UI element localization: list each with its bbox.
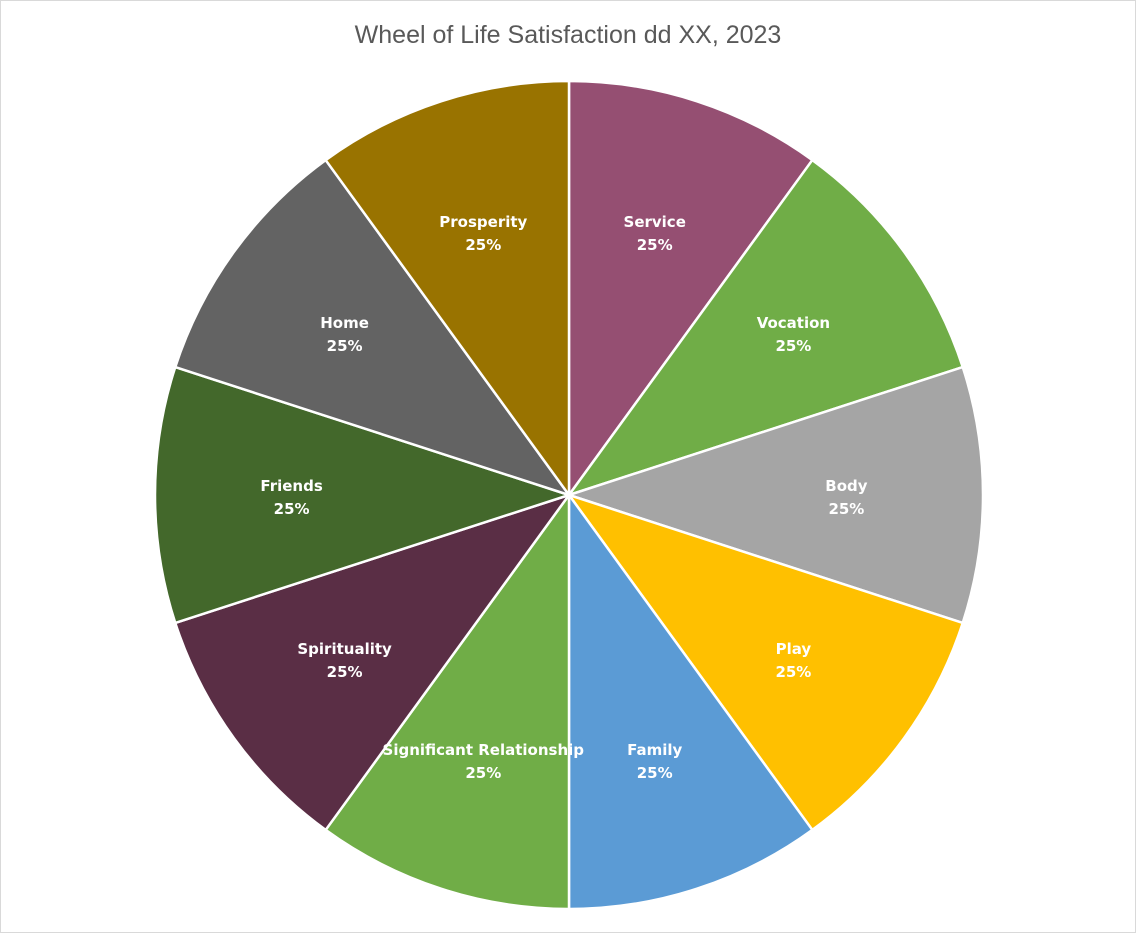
data-label-spirituality: Spirituality 25% — [297, 640, 392, 681]
data-label-prosperity: Prosperity 25% — [439, 213, 527, 254]
data-label-value: 25% — [637, 764, 673, 782]
pie-slice-friends — [153, 365, 571, 625]
pie-slice-spirituality — [174, 493, 571, 832]
data-label-value: 25% — [327, 663, 363, 681]
data-label-category: Vocation — [757, 314, 830, 332]
pie-slice-vocation — [567, 158, 964, 497]
data-label-family: Family 25% — [627, 741, 682, 782]
data-label-body: Body 25% — [825, 477, 867, 518]
data-label-value: 25% — [465, 236, 501, 254]
pie-slices — [153, 79, 985, 911]
data-label-home: Home 25% — [320, 314, 369, 355]
chart-title: Wheel of Life Satisfaction dd XX, 2023 — [354, 21, 782, 49]
pie-slice-family — [567, 493, 814, 911]
data-label-friends: Friends 25% — [260, 477, 322, 518]
data-label-category: Family — [627, 741, 682, 759]
data-label-category: Service — [624, 213, 686, 231]
data-label-category: Body — [825, 477, 867, 495]
data-label-value: 25% — [775, 663, 811, 681]
data-label-category: Prosperity — [439, 213, 527, 231]
pie-slice-significant-relationship — [324, 493, 571, 911]
pie-slice-prosperity — [324, 79, 571, 497]
data-label-category: Play — [776, 640, 812, 658]
data-label-category: Home — [320, 314, 369, 332]
pie-slice-body — [567, 365, 985, 625]
data-label-play: Play 25% — [775, 640, 811, 681]
pie-slice-play — [567, 493, 964, 832]
data-label-category: Spirituality — [297, 640, 392, 658]
data-label-value: 25% — [327, 337, 363, 355]
data-label-category: Friends — [260, 477, 322, 495]
data-label-value: 25% — [465, 764, 501, 782]
data-label-value: 25% — [775, 337, 811, 355]
data-label-significant-relationship: Significant Relationship 25% — [383, 741, 585, 782]
pie-data-labels: Service 25%Vocation 25%Body 25%Play 25%Famil… — [260, 213, 867, 782]
data-label-value: 25% — [828, 500, 864, 518]
pie-slice-service — [567, 79, 814, 497]
data-label-category: Significant Relationship — [383, 741, 585, 759]
data-label-value: 25% — [637, 236, 673, 254]
data-label-value: 25% — [274, 500, 310, 518]
pie-slice-home — [174, 158, 571, 497]
data-label-service: Service 25% — [624, 213, 686, 254]
data-label-vocation: Vocation 25% — [757, 314, 830, 355]
